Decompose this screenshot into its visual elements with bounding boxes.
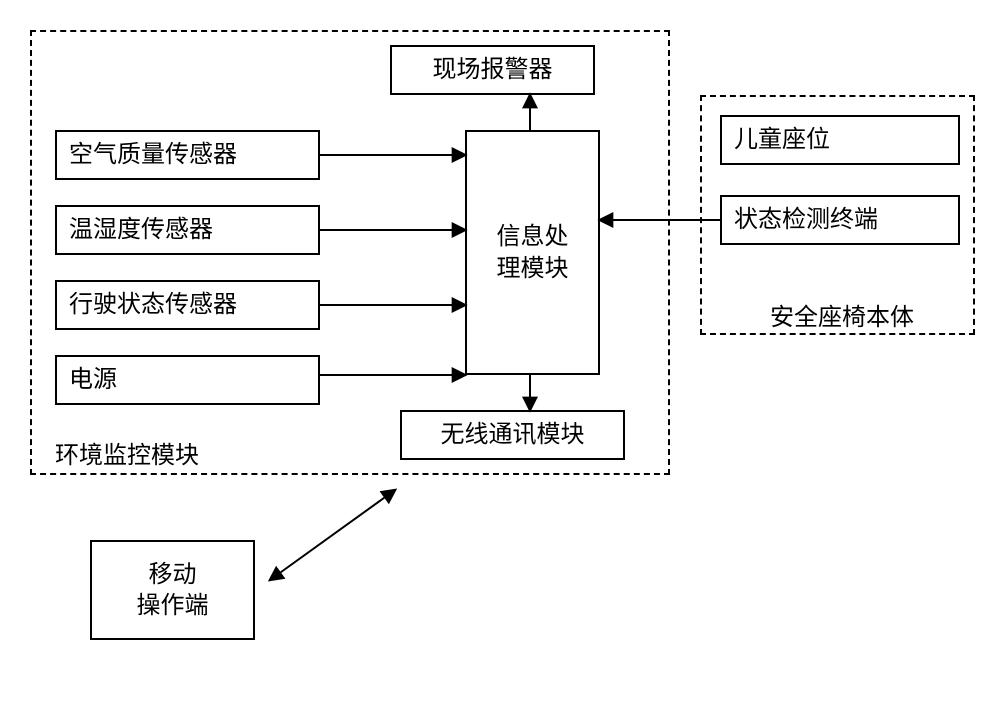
- alarm-box: 现场报警器: [390, 45, 595, 95]
- info-proc-label: 信息处 理模块: [497, 221, 569, 283]
- air-sensor-label: 空气质量传感器: [69, 139, 237, 170]
- wifi-box: 无线通讯模块: [400, 410, 625, 460]
- drive-sensor-label: 行驶状态传感器: [69, 289, 237, 320]
- status-terminal-label: 状态检测终端: [734, 204, 878, 235]
- seat-module-label: 安全座椅本体: [770, 297, 914, 332]
- mobile-label: 移动 操作端: [137, 559, 209, 621]
- mobile-box: 移动 操作端: [90, 540, 255, 640]
- child-seat-box: 儿童座位: [720, 115, 960, 165]
- power-box: 电源: [55, 355, 320, 405]
- drive-sensor-box: 行驶状态传感器: [55, 280, 320, 330]
- info-proc-box: 信息处 理模块: [465, 130, 600, 375]
- diagram-root: 环境监控模块 安全座椅本体 现场报警器 空气质量传感器 温湿度传感器 行驶状态传…: [0, 0, 1000, 707]
- status-terminal-box: 状态检测终端: [720, 195, 960, 245]
- env-module-label: 环境监控模块: [55, 435, 199, 470]
- wifi-label: 无线通讯模块: [441, 419, 585, 450]
- power-label: 电源: [69, 364, 117, 395]
- temp-sensor-box: 温湿度传感器: [55, 205, 320, 255]
- air-sensor-box: 空气质量传感器: [55, 130, 320, 180]
- alarm-label: 现场报警器: [433, 54, 553, 85]
- temp-sensor-label: 温湿度传感器: [69, 214, 213, 245]
- child-seat-label: 儿童座位: [734, 124, 830, 155]
